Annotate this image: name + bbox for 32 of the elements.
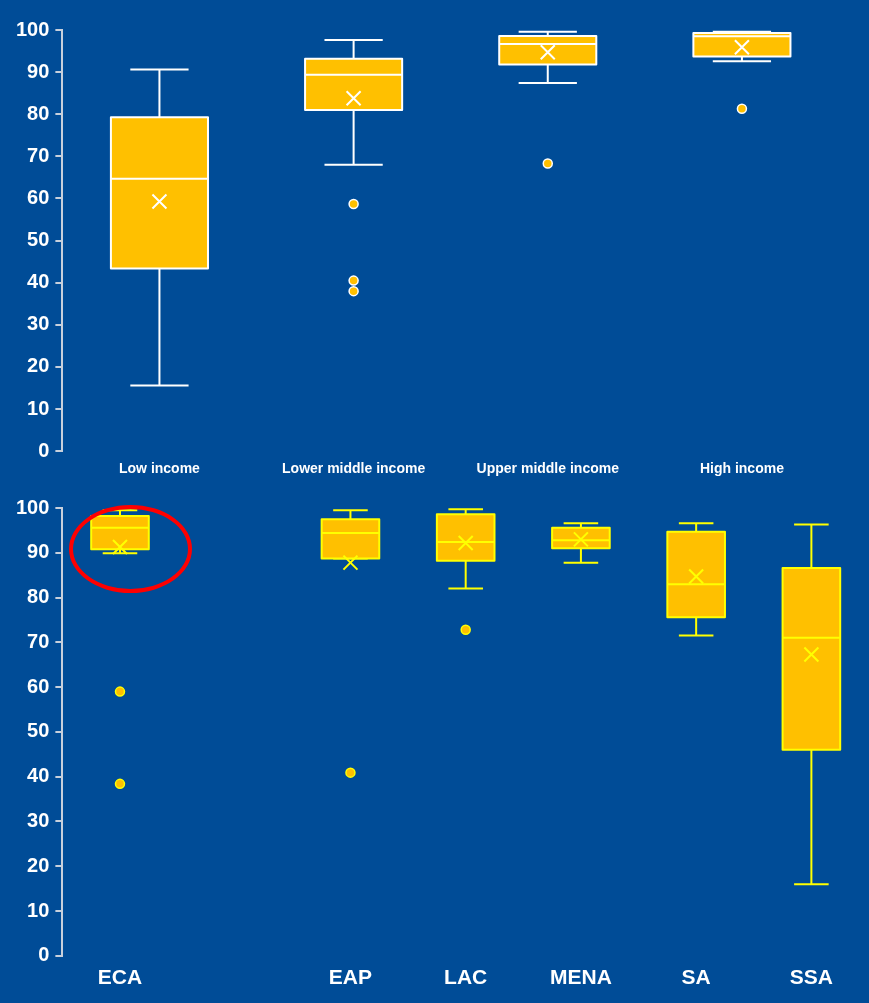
y-tick-label: 60 — [27, 186, 50, 208]
x-tick-label: MENA — [550, 965, 612, 989]
y-tick-label: 100 — [15, 495, 50, 518]
x-tick-label: High income — [699, 460, 785, 477]
x-tick-label: Lower middle income — [282, 460, 426, 477]
y-tick-label: 20 — [27, 853, 50, 876]
y-tick-label: 80 — [27, 101, 50, 124]
y-tick-label: 70 — [27, 143, 50, 166]
x-tick-label: SA — [681, 965, 711, 989]
x-tick-label: ECA — [97, 965, 143, 989]
x-tick-label: LAC — [444, 965, 488, 989]
y-tick-label: 90 — [27, 59, 50, 82]
y-tick-label: 40 — [27, 764, 50, 787]
y-tick-label: 10 — [27, 396, 50, 419]
y-tick-label: 20 — [27, 354, 50, 377]
y-tick-label: 60 — [27, 674, 50, 697]
x-tick-label: Low income — [118, 460, 201, 477]
y-tick-label: 70 — [27, 629, 50, 652]
y-tick-label: 30 — [27, 312, 50, 335]
y-tick-label: 100 — [15, 17, 50, 40]
y-tick-label: 10 — [27, 898, 50, 921]
y-tick-label: 0 — [38, 943, 50, 966]
y-tick-label: 50 — [27, 719, 50, 742]
y-tick-label: 90 — [27, 540, 50, 563]
y-tick-label: 30 — [27, 808, 50, 831]
y-tick-label: 0 — [38, 438, 50, 461]
x-tick-label: Upper middle income — [476, 460, 620, 477]
x-tick-label: EAP — [328, 965, 373, 989]
y-tick-label: 50 — [27, 228, 50, 251]
y-tick-label: 80 — [27, 585, 50, 608]
x-tick-label: SSA — [789, 965, 833, 989]
y-tick-label: 40 — [27, 270, 50, 293]
